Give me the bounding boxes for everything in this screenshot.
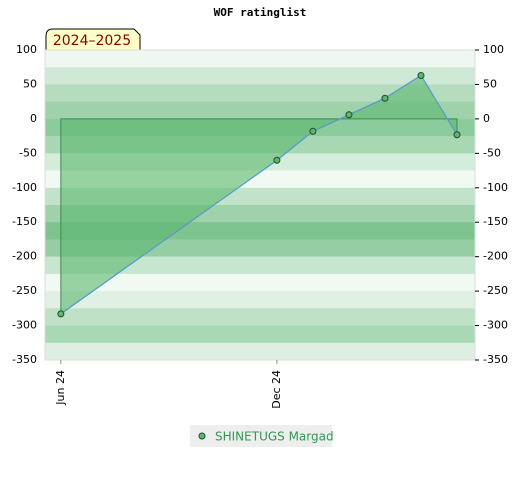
background-stripe	[45, 291, 475, 309]
point	[345, 111, 353, 119]
legend-marker	[198, 432, 206, 440]
point	[273, 156, 281, 164]
y2-tick-label: -250	[483, 284, 508, 297]
y-tick-label: -250	[12, 284, 37, 297]
background-stripe	[45, 325, 475, 344]
background-stripe	[45, 84, 475, 102]
y2-tick-label: -300	[483, 319, 508, 332]
background-stripe	[45, 308, 475, 326]
point	[309, 127, 317, 135]
y-tick-label: -200	[12, 250, 37, 263]
point	[417, 71, 425, 79]
y-tick-label: -50	[19, 146, 37, 159]
point	[381, 94, 389, 102]
legend-box	[190, 425, 332, 447]
y-tick-label: 0	[30, 112, 37, 125]
y2-tick-label: 100	[483, 43, 504, 56]
badge-box	[45, 28, 141, 51]
y-tick-label: 50	[23, 77, 37, 90]
y-tick-label: -150	[12, 215, 37, 228]
season-badge: 2024–2025	[53, 33, 131, 49]
x-tick-label: Jun 24	[54, 370, 67, 406]
background-stripe	[45, 256, 475, 275]
y2-tick-label: -350	[483, 353, 508, 366]
legend-label: SHINETUGS Margad	[215, 430, 334, 444]
y2-tick-label: -150	[483, 215, 508, 228]
y-tick-label: 100	[16, 43, 37, 56]
point	[57, 310, 65, 318]
y2-tick-label: -200	[483, 250, 508, 263]
background-stripe	[45, 273, 475, 292]
y2-tick-label: -100	[483, 181, 508, 194]
background-stripe	[45, 50, 475, 68]
plot-frame	[44, 49, 476, 361]
y2-tick-label: -50	[483, 146, 501, 159]
chart-title: WOF ratinglist	[214, 6, 307, 19]
background-stripe	[45, 67, 475, 85]
y2-tick-label: 0	[483, 112, 490, 125]
y-tick-label: -300	[12, 319, 37, 332]
point	[453, 131, 461, 139]
x-tick-label: Dec 24	[270, 370, 283, 409]
y-tick-label: -350	[12, 353, 37, 366]
y-tick-label: -100	[12, 181, 37, 194]
background-stripe	[45, 342, 475, 361]
y2-tick-label: 50	[483, 77, 497, 90]
